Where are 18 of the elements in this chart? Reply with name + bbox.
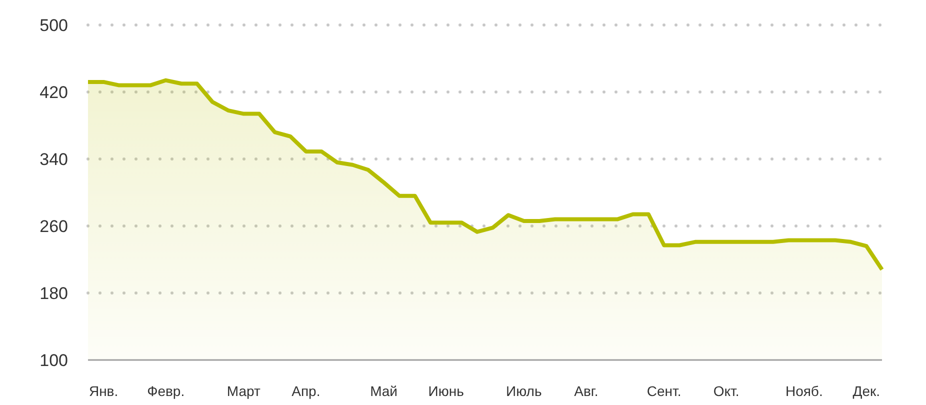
x-tick-label: Авг. <box>574 383 598 399</box>
x-tick-label: Май <box>370 383 398 399</box>
x-tick-label: Июль <box>506 383 542 399</box>
y-tick-label: 500 <box>40 16 68 35</box>
y-tick-label: 420 <box>40 82 68 102</box>
y-tick-label: 180 <box>40 284 68 303</box>
x-tick-label: Июнь <box>428 383 464 399</box>
x-tick-label: Дек. <box>852 383 880 399</box>
y-tick-label: 260 <box>40 216 68 236</box>
x-tick-label: Февр. <box>147 383 185 399</box>
x-tick-label: Март <box>226 383 262 399</box>
x-tick-label: Апр. <box>292 383 320 399</box>
x-tick-label: Сент. <box>646 383 682 399</box>
y-tick-label: 100 <box>40 350 68 370</box>
x-tick-label: Нояб. <box>785 383 823 399</box>
y-tick-label: 340 <box>40 150 68 169</box>
x-tick-label: Янв. <box>88 383 118 399</box>
x-tick-label: Окт. <box>713 383 740 399</box>
